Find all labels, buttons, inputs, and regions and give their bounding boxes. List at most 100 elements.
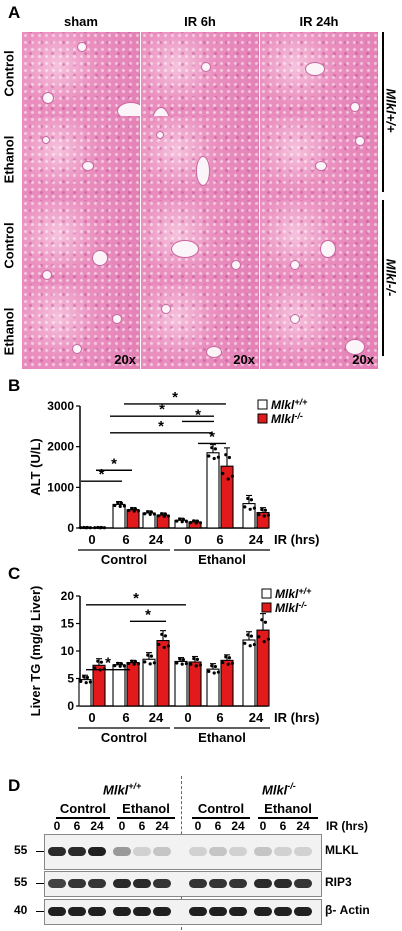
wb-band bbox=[209, 907, 227, 916]
bar-ko bbox=[220, 659, 234, 707]
x-tick-label: 24 bbox=[149, 532, 164, 547]
data-point bbox=[189, 520, 193, 525]
data-point bbox=[127, 508, 131, 513]
data-point bbox=[180, 520, 184, 524]
data-point bbox=[226, 477, 230, 481]
data-point bbox=[257, 512, 261, 517]
y-tick-label: 20 bbox=[61, 589, 75, 603]
bar-ko bbox=[156, 514, 170, 529]
data-point bbox=[119, 662, 123, 666]
data-point bbox=[93, 526, 97, 530]
data-point bbox=[178, 517, 182, 521]
data-point bbox=[132, 662, 136, 666]
wb-band bbox=[294, 879, 312, 888]
data-point bbox=[248, 644, 252, 648]
vessel-lumen bbox=[305, 62, 325, 76]
histology-tile bbox=[141, 32, 259, 117]
bar-ko bbox=[92, 664, 106, 707]
y-tick-label: 1000 bbox=[47, 480, 74, 494]
data-point bbox=[157, 514, 161, 518]
vessel-lumen bbox=[72, 344, 82, 354]
y-tick-label: 3000 bbox=[47, 399, 74, 413]
wb-band bbox=[133, 847, 151, 856]
genotype-superscript: -/- bbox=[287, 781, 296, 791]
data-point bbox=[207, 669, 211, 673]
wb-band bbox=[209, 879, 227, 888]
bar-wt bbox=[206, 452, 220, 529]
data-point bbox=[133, 659, 137, 664]
significance-star: * bbox=[145, 606, 151, 623]
wb-group-label: Ethanol bbox=[122, 801, 170, 816]
y-axis-label: ALT (U/L) bbox=[28, 438, 43, 496]
wb-marker-tick bbox=[36, 883, 44, 884]
vessel-lumen bbox=[77, 42, 87, 52]
data-point bbox=[136, 509, 140, 513]
x-tick-label: 6 bbox=[122, 532, 129, 547]
wb-band bbox=[113, 907, 131, 916]
wb-band bbox=[133, 907, 151, 916]
row-head-control-wt: Control bbox=[1, 50, 17, 97]
data-point bbox=[130, 659, 134, 663]
data-point bbox=[180, 662, 184, 666]
wb-lane-label: 0 bbox=[259, 819, 267, 833]
panel-b-letter: B bbox=[8, 376, 21, 395]
y-tick-label: 2000 bbox=[47, 440, 74, 454]
data-point bbox=[118, 664, 122, 668]
significance-star: * bbox=[133, 590, 139, 607]
histology-tile: 20x bbox=[260, 284, 378, 369]
data-point bbox=[152, 512, 156, 516]
bar-ko bbox=[220, 465, 234, 529]
data-point bbox=[148, 512, 152, 516]
data-point bbox=[227, 455, 231, 460]
data-point bbox=[216, 670, 220, 674]
x-tick-label: 24 bbox=[249, 532, 264, 547]
vessel-lumen bbox=[82, 161, 94, 171]
data-point bbox=[163, 634, 167, 638]
data-point bbox=[163, 512, 167, 516]
data-point bbox=[178, 657, 182, 661]
data-point bbox=[213, 447, 217, 451]
data-point bbox=[260, 507, 264, 512]
wb-band bbox=[254, 907, 272, 916]
ir-label: IR (hrs) bbox=[274, 710, 320, 725]
wb-band bbox=[229, 879, 247, 888]
data-point bbox=[160, 632, 164, 636]
wb-band bbox=[189, 907, 207, 916]
data-point bbox=[122, 664, 126, 668]
col-head-ir6: IR 6h bbox=[184, 14, 216, 29]
tissue-texture bbox=[22, 284, 140, 369]
wb-band bbox=[68, 847, 86, 856]
data-point bbox=[194, 521, 198, 525]
vessel-lumen bbox=[345, 339, 365, 355]
data-point bbox=[119, 501, 123, 505]
col-head-sham: sham bbox=[64, 14, 98, 29]
bar-ko bbox=[126, 509, 140, 529]
genotype-bracket-bottom bbox=[382, 200, 384, 356]
wb-band bbox=[189, 847, 207, 856]
wb-band bbox=[209, 847, 227, 856]
data-point bbox=[207, 454, 211, 458]
data-point bbox=[192, 656, 196, 661]
significance-star: * bbox=[209, 428, 215, 445]
y-axis-label: Liver TG (mg/g Liver) bbox=[28, 586, 43, 717]
vessel-lumen bbox=[196, 156, 210, 186]
significance-star: * bbox=[99, 466, 105, 483]
wb-band bbox=[48, 879, 66, 888]
x-tick-label: 0 bbox=[88, 532, 95, 547]
data-point bbox=[230, 474, 234, 478]
wb-genotype-wt: Mlkl+/+ bbox=[103, 781, 142, 798]
wb-band bbox=[254, 847, 272, 856]
wb-lane-label: 6 bbox=[73, 819, 81, 833]
wb-group-line bbox=[117, 817, 175, 819]
wb-band bbox=[274, 847, 292, 856]
data-point bbox=[249, 498, 253, 502]
data-point bbox=[221, 660, 225, 665]
wb-lane-label: 0 bbox=[194, 819, 202, 833]
data-point bbox=[246, 496, 250, 501]
data-point bbox=[212, 671, 216, 675]
vessel-lumen bbox=[355, 136, 365, 146]
row-head-ethanol-ko: Ethanol bbox=[1, 307, 17, 356]
x-tick-label: 6 bbox=[122, 710, 129, 725]
wb-band bbox=[153, 907, 171, 916]
wb-lane-label: 0 bbox=[118, 819, 126, 833]
